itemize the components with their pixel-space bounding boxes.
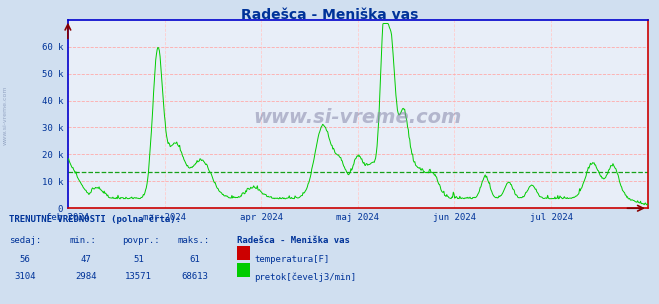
Text: maks.:: maks.: [178, 236, 210, 245]
Text: povpr.:: povpr.: [122, 236, 159, 245]
Text: min.:: min.: [69, 236, 96, 245]
Text: sedaj:: sedaj: [9, 236, 41, 245]
Text: 47: 47 [80, 255, 91, 264]
Text: www.si-vreme.com: www.si-vreme.com [254, 108, 462, 127]
Text: Radešca - Meniška vas: Radešca - Meniška vas [237, 236, 350, 245]
Text: 68613: 68613 [181, 272, 208, 281]
Text: 56: 56 [20, 255, 30, 264]
Text: 3104: 3104 [14, 272, 36, 281]
Text: Radešca - Meniška vas: Radešca - Meniška vas [241, 8, 418, 22]
Text: 2984: 2984 [75, 272, 96, 281]
Text: TRENUTNE VREDNOSTI (polna črta):: TRENUTNE VREDNOSTI (polna črta): [9, 214, 181, 224]
Text: 61: 61 [189, 255, 200, 264]
Text: temperatura[F]: temperatura[F] [254, 255, 330, 264]
Text: www.si-vreme.com: www.si-vreme.com [3, 86, 8, 145]
Text: 13571: 13571 [125, 272, 152, 281]
Text: pretok[čevelj3/min]: pretok[čevelj3/min] [254, 272, 357, 282]
Text: 51: 51 [133, 255, 144, 264]
